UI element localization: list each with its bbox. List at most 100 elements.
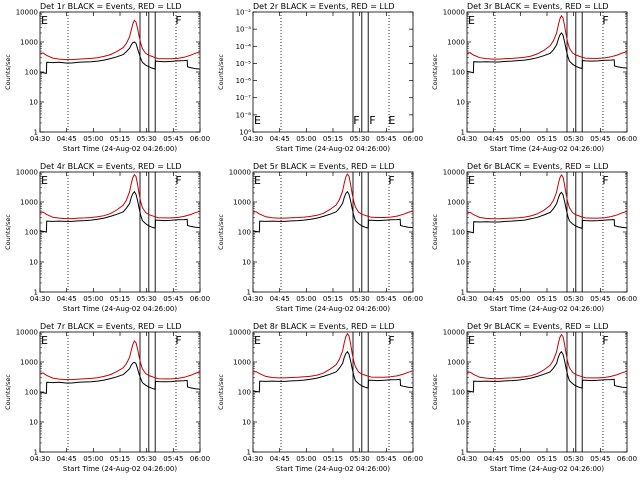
panel-7: Det 7r BLACK = Events, RED = LLD Counts/s… <box>4 322 210 473</box>
flag-marker: F <box>388 174 394 187</box>
series-line-events <box>466 350 628 393</box>
x-tick-label: 06:00 <box>617 455 637 463</box>
flag-marker: E <box>468 14 475 27</box>
x-tick-label: 05:00 <box>296 295 316 303</box>
flag-marker: E <box>468 334 475 347</box>
x-tick-label: 05:15 <box>110 455 130 463</box>
x-tick-label: 04:45 <box>484 135 504 143</box>
x-tick-label: 04:30 <box>243 135 263 143</box>
y-tick-label: 1 <box>34 449 38 457</box>
y-axis-label: Counts/sec <box>217 54 225 90</box>
panel-title: Det 9r BLACK = Events, RED = LLD <box>467 322 609 331</box>
y-tick-label: 10 <box>29 99 38 107</box>
x-tick-label: 04:30 <box>30 455 50 463</box>
y-tick-label: 1000 <box>447 199 465 207</box>
x-tick-label: 06:00 <box>190 295 210 303</box>
y-tick-label: 10 <box>456 99 465 107</box>
y-axis-label: Counts/sec <box>431 374 439 410</box>
y-axis-label: Counts/sec <box>4 374 12 410</box>
y-axis-label: Counts/sec <box>4 214 12 250</box>
x-tick-label: 06:00 <box>403 135 423 143</box>
x-tick-label: 05:30 <box>564 135 584 143</box>
series-line-lld <box>39 19 201 61</box>
panel-8: Det 8r BLACK = Events, RED = LLD Counts/s… <box>217 322 423 473</box>
y-tick-label: 10⁻² <box>236 9 252 17</box>
y-tick-label: 10000 <box>229 329 251 337</box>
x-tick-label: 05:45 <box>376 295 396 303</box>
flag-marker: F <box>369 114 375 127</box>
flag-marker: F <box>388 334 394 347</box>
y-tick-label: 10 <box>29 259 38 267</box>
x-tick-label: 04:45 <box>484 295 504 303</box>
y-tick-label: 10000 <box>16 169 38 177</box>
y-tick-label: 1 <box>461 449 465 457</box>
x-tick-label: 06:00 <box>403 295 423 303</box>
series-line-events <box>252 350 414 393</box>
x-tick-label: 04:45 <box>270 455 290 463</box>
x-tick-label: 05:30 <box>137 135 157 143</box>
y-tick-label: 10 <box>242 419 251 427</box>
x-tick-label: 05:00 <box>510 455 530 463</box>
x-tick-label: 05:00 <box>510 295 530 303</box>
x-tick-label: 06:00 <box>403 455 423 463</box>
y-tick-label: 10⁻³ <box>236 26 252 34</box>
series-line-lld <box>466 333 628 380</box>
flag-marker: F <box>602 174 608 187</box>
x-tick-label: 04:45 <box>270 135 290 143</box>
panel-5: Det 5r BLACK = Events, RED = LLD Counts/s… <box>217 162 423 313</box>
y-tick-label: 1000 <box>447 359 465 367</box>
x-axis-label: Start Time (24-Aug-02 04:26:00) <box>490 305 604 313</box>
y-axis-label: Counts/sec <box>431 214 439 250</box>
panel-title: Det 4r BLACK = Events, RED = LLD <box>40 162 182 171</box>
flag-marker: F <box>602 334 608 347</box>
series-line-lld <box>252 173 414 219</box>
x-tick-label: 05:00 <box>296 135 316 143</box>
y-tick-label: 100 <box>25 69 38 77</box>
y-tick-label: 10⁰ <box>239 129 251 137</box>
y-tick-label: 10⁻⁴ <box>236 43 252 51</box>
y-tick-label: 100 <box>452 389 465 397</box>
series-line-lld <box>39 173 201 220</box>
series-line-lld <box>466 173 628 220</box>
x-tick-label: 05:15 <box>110 295 130 303</box>
x-tick-label: 04:30 <box>243 295 263 303</box>
x-axis-label: Start Time (24-Aug-02 04:26:00) <box>63 145 177 153</box>
x-tick-label: 05:30 <box>564 295 584 303</box>
flag-marker: E <box>41 334 48 347</box>
y-tick-label: 10000 <box>229 169 251 177</box>
y-tick-label: 10000 <box>443 329 465 337</box>
x-tick-label: 05:15 <box>537 455 557 463</box>
flag-marker: F <box>602 14 608 27</box>
y-tick-label: 1000 <box>447 39 465 47</box>
x-tick-label: 06:00 <box>190 455 210 463</box>
y-axis-label: Counts/sec <box>431 54 439 90</box>
x-tick-label: 06:00 <box>617 135 637 143</box>
panel-title: Det 8r BLACK = Events, RED = LLD <box>253 322 395 331</box>
y-tick-label: 10⁻⁸ <box>236 111 252 119</box>
y-tick-label: 100 <box>25 389 38 397</box>
x-tick-label: 05:45 <box>376 135 396 143</box>
y-tick-label: 10⁻⁵ <box>236 60 252 68</box>
panel-title: Det 1r BLACK = Events, RED = LLD <box>40 2 182 11</box>
y-tick-label: 1 <box>247 289 251 297</box>
y-tick-label: 10⁻⁷ <box>236 94 252 102</box>
x-tick-label: 04:45 <box>57 135 77 143</box>
panel-1: Det 1r BLACK = Events, RED = LLD Counts/s… <box>4 2 210 153</box>
series-line-events <box>466 191 628 234</box>
x-tick-label: 05:00 <box>510 135 530 143</box>
x-tick-label: 04:45 <box>57 455 77 463</box>
x-tick-label: 05:00 <box>83 295 103 303</box>
x-tick-label: 05:45 <box>590 295 610 303</box>
y-axis-label: Counts/sec <box>217 374 225 410</box>
y-tick-label: 100 <box>25 229 38 237</box>
panel-6: Det 6r BLACK = Events, RED = LLD Counts/s… <box>431 162 637 313</box>
x-axis-label: Start Time (24-Aug-02 04:26:00) <box>490 465 604 473</box>
y-tick-label: 10000 <box>16 329 38 337</box>
flag-marker: F <box>175 14 181 27</box>
y-tick-label: 10 <box>242 259 251 267</box>
flag-marker: F <box>353 114 359 127</box>
x-axis-label: Start Time (24-Aug-02 04:26:00) <box>276 145 390 153</box>
x-tick-label: 05:00 <box>296 455 316 463</box>
panel-title: Det 3r BLACK = Events, RED = LLD <box>467 2 609 11</box>
